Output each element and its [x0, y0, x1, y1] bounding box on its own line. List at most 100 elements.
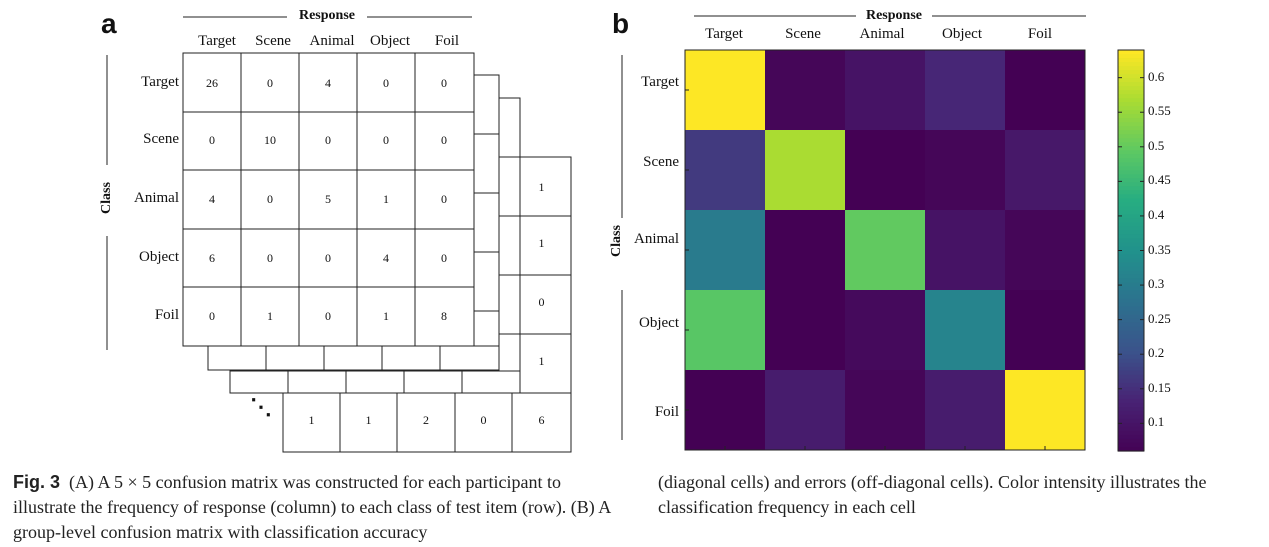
heatmap-cell	[765, 210, 846, 291]
panel-a-cell: 4	[209, 192, 215, 206]
caption-right: (diagonal cells) and errors (off-diagona…	[658, 472, 1207, 517]
colorbar-segment	[1118, 162, 1144, 167]
heatmap-cell	[1005, 290, 1086, 371]
heatmap-cell	[765, 290, 846, 371]
panel-a-cell: 26	[206, 76, 218, 90]
panel-a-back-cell: 1	[538, 180, 545, 194]
colorbar-segment	[1118, 266, 1144, 272]
colorbar-segment	[1118, 246, 1144, 252]
colorbar-segment	[1118, 402, 1144, 408]
panel-a-cell: 0	[441, 192, 447, 206]
panel-a-back-cell: 1	[538, 354, 545, 368]
colorbar-tick-label: 0.45	[1148, 172, 1171, 188]
colorbar-segment	[1118, 446, 1144, 452]
colorbar-segment	[1118, 370, 1144, 376]
colorbar-segment	[1118, 302, 1144, 308]
colorbar-segment	[1118, 254, 1144, 260]
panel-a-col-foil: Foil	[434, 33, 460, 49]
colorbar-tick-label: 0.2	[1148, 345, 1165, 361]
colorbar-segment	[1118, 146, 1144, 151]
panel-a-cell: 8	[441, 309, 447, 323]
panel-b-label: b	[612, 8, 630, 39]
colorbar-segment	[1118, 58, 1144, 63]
colorbar-segment	[1118, 82, 1144, 87]
caption-left: Fig. 3 (A) A 5 × 5 confusion matrix was …	[13, 470, 618, 545]
colorbar-segment	[1118, 442, 1144, 448]
heatmap-cell	[685, 210, 766, 291]
heatmap-cell	[925, 50, 1006, 131]
panel-a-cell: 10	[264, 133, 276, 147]
colorbar-segment	[1118, 306, 1144, 312]
colorbar-segment	[1118, 226, 1144, 232]
colorbar-segment	[1118, 430, 1144, 436]
panel-a-cell: 0	[209, 133, 215, 147]
colorbar-segment	[1118, 242, 1144, 248]
panel-a-back-cell: 1	[538, 236, 545, 250]
panel-b-col-target: Target	[705, 26, 743, 42]
colorbar-segment	[1118, 198, 1144, 203]
colorbar-segment	[1118, 110, 1144, 115]
colorbar-segment	[1118, 278, 1144, 284]
heatmap-cell	[1005, 370, 1086, 451]
panel-a-cell: 0	[325, 251, 331, 265]
colorbar-segment	[1118, 178, 1144, 183]
panel-a-row-animal: Animal	[134, 190, 179, 206]
colorbar-segment	[1118, 418, 1144, 424]
colorbar-segment	[1118, 94, 1144, 99]
colorbar-segment	[1118, 50, 1144, 55]
colorbar-segment	[1118, 406, 1144, 412]
colorbar-segment	[1118, 202, 1144, 207]
colorbar-tick-label: 0.3	[1148, 276, 1165, 292]
colorbar-segment	[1118, 282, 1144, 288]
panel-a-back-cell: 0	[480, 413, 487, 427]
panel-a-col-scene: Scene	[255, 33, 291, 49]
colorbar-segment	[1118, 54, 1144, 59]
heatmap-cell	[925, 290, 1006, 371]
colorbar-tick-label: 0.35	[1148, 241, 1171, 257]
colorbar-segment	[1118, 230, 1144, 236]
colorbar-segment	[1118, 338, 1144, 344]
colorbar-segment	[1118, 134, 1144, 139]
colorbar-segment	[1118, 166, 1144, 171]
heatmap-cell	[925, 210, 1006, 291]
panel-a-response-title: Response	[298, 8, 355, 23]
colorbar-tick-label: 0.15	[1148, 379, 1171, 395]
colorbar-segment	[1118, 358, 1144, 364]
colorbar-tick-label: 0.55	[1148, 103, 1171, 119]
colorbar-segment	[1118, 346, 1144, 352]
heatmap-cell	[925, 130, 1006, 211]
heatmap-cell	[845, 290, 926, 371]
colorbar-segment	[1118, 390, 1144, 396]
heatmap-cell	[845, 130, 926, 211]
colorbar-segment	[1118, 438, 1144, 444]
panel-b-row-foil: Foil	[654, 404, 679, 420]
panel-b-col-foil: Foil	[1027, 26, 1053, 42]
colorbar-segment	[1118, 102, 1144, 107]
panel-a-cell: 0	[267, 76, 273, 90]
colorbar-segment	[1118, 78, 1144, 83]
panel-a-label: a	[101, 8, 117, 39]
colorbar-segment	[1118, 422, 1144, 428]
colorbar-segment	[1118, 286, 1144, 292]
panel-b-row-object: Object	[639, 315, 679, 331]
colorbar-tick-label: 0.4	[1148, 206, 1165, 222]
panel-a-cell: 0	[383, 76, 389, 90]
colorbar-segment	[1118, 138, 1144, 143]
colorbar-segment	[1118, 170, 1144, 175]
panel-b-row-target: Target	[641, 74, 679, 90]
colorbar-segment	[1118, 394, 1144, 400]
colorbar-segment	[1118, 366, 1144, 372]
colorbar-segment	[1118, 354, 1144, 360]
colorbar-segment	[1118, 106, 1144, 111]
figure-label: Fig. 3	[13, 472, 61, 492]
colorbar-segment	[1118, 122, 1144, 127]
colorbar-tick-label: 0.6	[1148, 68, 1165, 84]
panel-b-row-animal: Animal	[634, 231, 679, 247]
panel-a-cell: 5	[325, 192, 331, 206]
panel-a-cell: 0	[209, 309, 215, 323]
colorbar-segment	[1118, 126, 1144, 131]
colorbar-segment	[1118, 238, 1144, 244]
colorbar-segment	[1118, 330, 1144, 336]
